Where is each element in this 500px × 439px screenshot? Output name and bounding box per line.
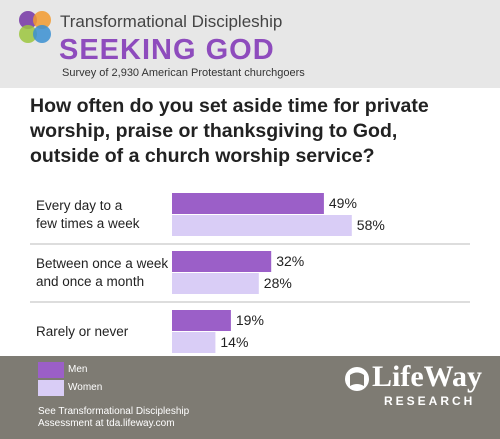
header-band — [0, 0, 500, 88]
bar — [172, 193, 324, 214]
logo-icon — [345, 367, 369, 391]
bar — [172, 310, 231, 331]
bar — [172, 273, 259, 294]
value-label: 28% — [264, 275, 292, 291]
category-label: Every day to a few times a week — [36, 198, 140, 231]
bar — [172, 332, 216, 353]
value-label: 32% — [276, 253, 304, 269]
legend-swatch — [38, 362, 64, 378]
category-label: Rarely or never — [36, 324, 129, 339]
category-label: Between once a week and once a month — [36, 256, 169, 289]
value-label: 14% — [220, 334, 248, 350]
subtitle: Survey of 2,930 American Protestant chur… — [62, 67, 305, 79]
value-label: 58% — [357, 217, 385, 233]
value-label: 49% — [329, 195, 357, 211]
footer-note: See Transformational Discipleship Assess… — [38, 406, 190, 429]
logo: LifeWay — [372, 360, 482, 393]
bar — [172, 215, 352, 236]
logo-sub: RESEARCH — [384, 394, 476, 408]
value-label: 19% — [236, 312, 264, 328]
title: SEEKING GOD — [59, 34, 275, 66]
question: How often do you set aside time for priv… — [30, 95, 429, 167]
legend-swatch — [38, 380, 64, 396]
legend-label: Women — [68, 382, 103, 393]
brand-icon — [19, 11, 51, 43]
brand: Transformational Discipleship — [60, 12, 283, 31]
bar — [172, 251, 272, 272]
footer-band — [0, 356, 500, 439]
legend-label: Men — [68, 364, 88, 375]
